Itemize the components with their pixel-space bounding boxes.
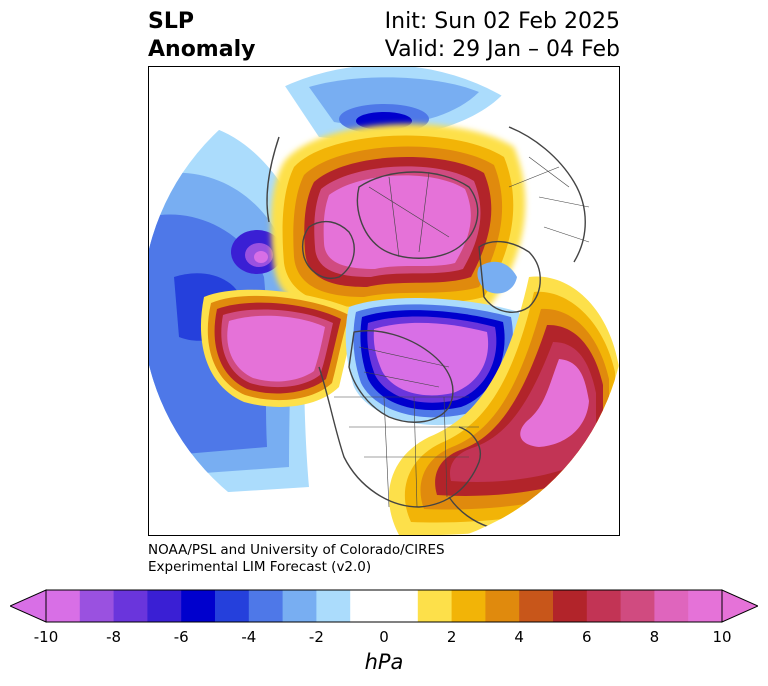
colorbar-outline	[45, 589, 723, 623]
colorbar-segment	[620, 590, 655, 622]
colorbar	[10, 589, 758, 623]
colorbar-tick-label: -2	[308, 628, 324, 646]
colorbar-segment	[79, 590, 115, 622]
colorbar-tick-label: 8	[649, 628, 660, 646]
colorbar-segment	[417, 590, 453, 622]
canada-low-core	[373, 322, 489, 396]
colorbar-tick-label: -10	[33, 628, 59, 646]
colorbar-segment	[553, 590, 588, 622]
colorbar-tick-label: 0	[379, 628, 389, 646]
colorbar-segment	[654, 590, 689, 622]
colorbar-segment	[519, 590, 554, 622]
valid-date-range: Valid: 29 Jan – 04 Feb	[384, 37, 620, 62]
political-borders	[334, 156, 590, 508]
colorbar-tick-label: 10	[712, 628, 732, 646]
colorbar-segment	[248, 590, 284, 622]
map-panel	[148, 66, 620, 536]
credit-text: NOAA/PSL and University of Colorado/CIRE…	[148, 542, 445, 576]
colorbar-max-extend	[721, 589, 758, 623]
atlantic-high-core	[520, 359, 589, 447]
colorbar-min-extend	[10, 589, 47, 623]
title-variable: SLP Anomaly	[148, 8, 255, 64]
colorbar-segment	[451, 590, 486, 622]
title-dates: Init: Sun 02 Feb 2025 Valid: 29 Jan – 04…	[385, 8, 620, 64]
colorbar-tick-label: -6	[173, 628, 189, 646]
ne-pacific-high-core	[227, 315, 325, 382]
colorbar-segment	[215, 590, 250, 622]
colorbar-segment	[316, 590, 351, 622]
title-variable-line1: SLP	[148, 9, 194, 34]
colorbar-tick-label: 6	[582, 628, 592, 646]
colorbar-segment	[688, 590, 723, 622]
init-date: Init: Sun 02 Feb 2025	[384, 9, 620, 34]
coastlines	[266, 126, 586, 528]
colorbar-segment	[586, 590, 622, 622]
colorbar-tick-label: 2	[446, 628, 457, 646]
colorbar-segment	[350, 590, 385, 622]
colorbar-unit: hPa	[364, 650, 404, 674]
credit-line2: Experimental LIM Forecast (v2.0)	[148, 559, 372, 575]
title-variable-line2: Anomaly	[148, 37, 256, 62]
colorbar-tick-label: -4	[241, 628, 257, 646]
colorbar-segment	[181, 590, 216, 622]
arctic-high-core	[323, 175, 471, 269]
colorbar-segment	[46, 590, 81, 622]
colorbar-segment	[485, 590, 520, 622]
colorbar-segment	[384, 590, 419, 622]
colorbar-tick-label: 4	[514, 628, 524, 646]
colorbar-segment	[147, 590, 182, 622]
colorbar-segment	[113, 590, 148, 622]
colorbar-tick-label: -8	[106, 628, 122, 646]
colorbar-ticks: -10 -8 -6 -4 -2 0 2 4 6 8 10	[0, 628, 768, 648]
europe-low	[477, 261, 517, 294]
credit-line1: NOAA/PSL and University of Colorado/CIRE…	[148, 542, 445, 558]
slp-anomaly-map	[149, 67, 619, 535]
colorbar-segment	[282, 590, 317, 622]
